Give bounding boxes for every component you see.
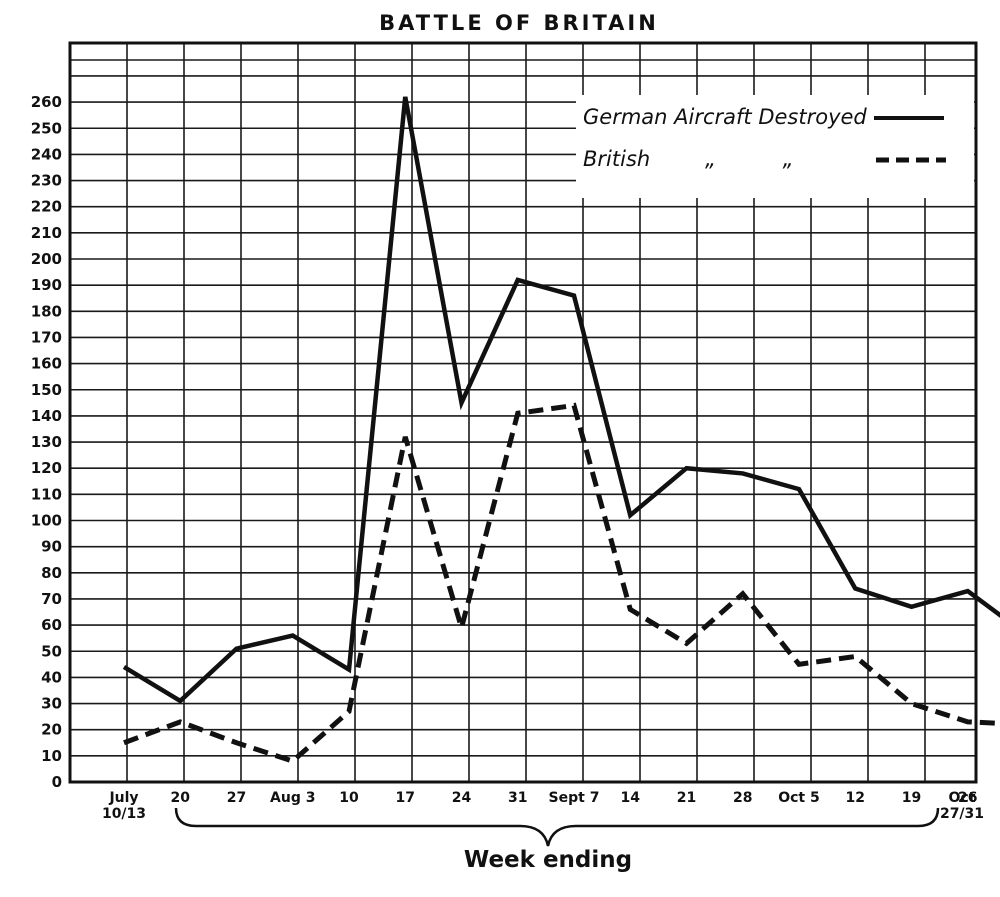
plot-frame <box>68 41 978 784</box>
x-tick-label: Sept 7 <box>549 790 600 806</box>
week-brace <box>174 807 940 847</box>
legend: German Aircraft Destroyed British „ „ <box>576 95 974 198</box>
y-tick-label: 160 <box>31 355 62 373</box>
y-tick-label: 230 <box>31 172 62 190</box>
y-tick-label: 220 <box>31 198 62 216</box>
y-tick-label: 10 <box>41 747 62 765</box>
x-tick-label: Oct 27/31 <box>940 790 984 822</box>
y-tick-label: 190 <box>31 276 62 294</box>
y-tick-label: 90 <box>41 538 62 556</box>
x-tick-label: 17 <box>396 790 415 806</box>
x-tick-label: 31 <box>508 790 527 806</box>
x-tick-label: 27 <box>227 790 246 806</box>
x-axis-label: Week ending <box>464 847 632 873</box>
x-tick-label: 10 <box>339 790 359 806</box>
y-tick-label: 30 <box>41 695 62 713</box>
x-tick-label: 28 <box>733 790 752 806</box>
x-tick-label: 20 <box>171 790 191 806</box>
legend-label-german: German Aircraft Destroyed <box>583 105 867 129</box>
y-tick-label: 110 <box>31 485 62 503</box>
x-tick-label: July 10/13 <box>102 790 146 822</box>
y-tick-label: 130 <box>31 433 62 451</box>
y-tick-label: 260 <box>31 93 62 111</box>
y-tick-label: 170 <box>31 328 62 346</box>
chart-title: BATTLE OF BRITAIN <box>379 11 659 35</box>
y-tick-label: 60 <box>41 616 62 634</box>
legend-ditto-marks: „ „ <box>705 147 794 171</box>
y-tick-label: 200 <box>31 250 62 268</box>
x-tick-label: 21 <box>677 790 696 806</box>
x-tick-label: 26 <box>958 790 977 806</box>
y-tick-label: 140 <box>31 407 62 425</box>
y-tick-label: 80 <box>41 564 62 582</box>
y-tick-label: 210 <box>31 224 62 242</box>
x-tick-label: 24 <box>452 790 472 806</box>
y-tick-label: 0 <box>52 773 62 791</box>
y-tick-label: 50 <box>41 642 62 660</box>
y-tick-label: 240 <box>31 145 62 163</box>
x-tick-label: 19 <box>902 790 921 806</box>
y-tick-label: 70 <box>41 590 62 608</box>
y-axis-ticks: 0 10 20 30 40 50 60 70 80 90 100 110 120 130 140 150 160… <box>31 93 62 791</box>
legend-label-british: British <box>583 147 650 171</box>
x-axis-ticks: July 10/13 20 27 Aug 3 10 17 24 31 Sept 7 14 21 28 Oc… <box>102 790 984 822</box>
y-tick-label: 20 <box>41 721 62 739</box>
x-tick-label: 14 <box>621 790 641 806</box>
y-tick-label: 180 <box>31 302 62 320</box>
y-tick-label: 120 <box>31 459 62 477</box>
y-tick-label: 100 <box>31 512 62 530</box>
series-layer <box>122 96 1000 764</box>
x-tick-label: Aug 3 <box>270 790 315 806</box>
x-tick-label: 12 <box>846 790 865 806</box>
y-tick-label: 150 <box>31 381 62 399</box>
y-tick-label: 250 <box>31 119 62 137</box>
legend-box <box>576 95 974 198</box>
x-tick-label: Oct 5 <box>778 790 820 806</box>
y-tick-label: 40 <box>41 668 62 686</box>
